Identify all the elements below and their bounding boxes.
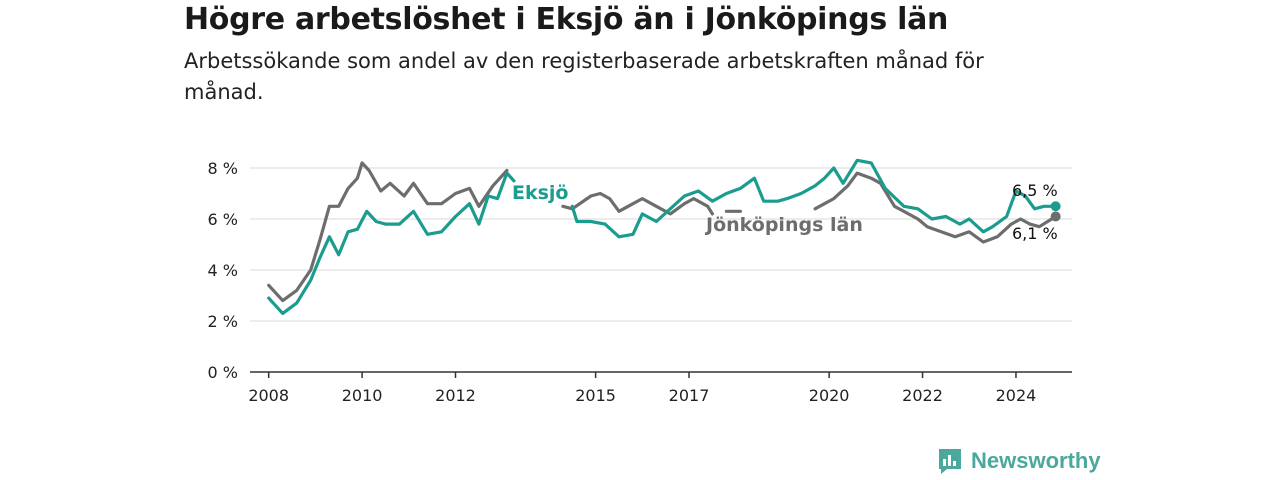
series-lines	[267, 158, 1061, 315]
y-tick-label: 4 %	[208, 261, 238, 280]
newsworthy-bar-chart-icon	[939, 449, 961, 474]
series-label-jonkopings-lan: Jönköpings län	[704, 214, 863, 236]
brand-name: Newsworthy	[971, 448, 1101, 473]
grid-lines	[250, 167, 1072, 322]
x-tick-label: 2010	[342, 386, 383, 405]
x-tick-label: 2022	[902, 386, 943, 405]
y-tick-label: 8 %	[208, 159, 238, 178]
end-value-eksjo: 6,5 %	[1012, 181, 1058, 200]
end-point-eksjo	[1050, 201, 1061, 212]
x-tick-label: 2020	[809, 386, 850, 405]
chart-subtitle: Arbetssökande som andel av den registerb…	[184, 49, 984, 104]
x-tick-label: 2008	[248, 386, 289, 405]
y-tick-label: 0 %	[208, 363, 238, 382]
series-line-eksjo	[267, 158, 1058, 315]
end-point-jonkopings-lan	[1050, 211, 1061, 222]
chart-title: Högre arbetslöshet i Eksjö än i Jönköpin…	[184, 2, 949, 37]
y-axis: 0 % 2 % 4 % 6 % 8 %	[208, 159, 238, 382]
x-tick-label: 2012	[435, 386, 476, 405]
brand-logo: Newsworthy	[937, 447, 1101, 475]
x-tick-label: 2024	[996, 386, 1037, 405]
series-label-eksjo: Eksjö	[512, 182, 569, 204]
end-value-jonkopings-lan: 6,1 %	[1012, 224, 1058, 243]
y-tick-label: 2 %	[208, 312, 238, 331]
x-axis: 2008 2010 2012 2015 2017 2020 2022 2024	[248, 371, 1072, 405]
x-tick-label: 2015	[575, 386, 616, 405]
x-tick-label: 2017	[669, 386, 710, 405]
series-line-jonkopings-lan	[267, 161, 1058, 303]
y-tick-label: 6 %	[208, 210, 238, 229]
